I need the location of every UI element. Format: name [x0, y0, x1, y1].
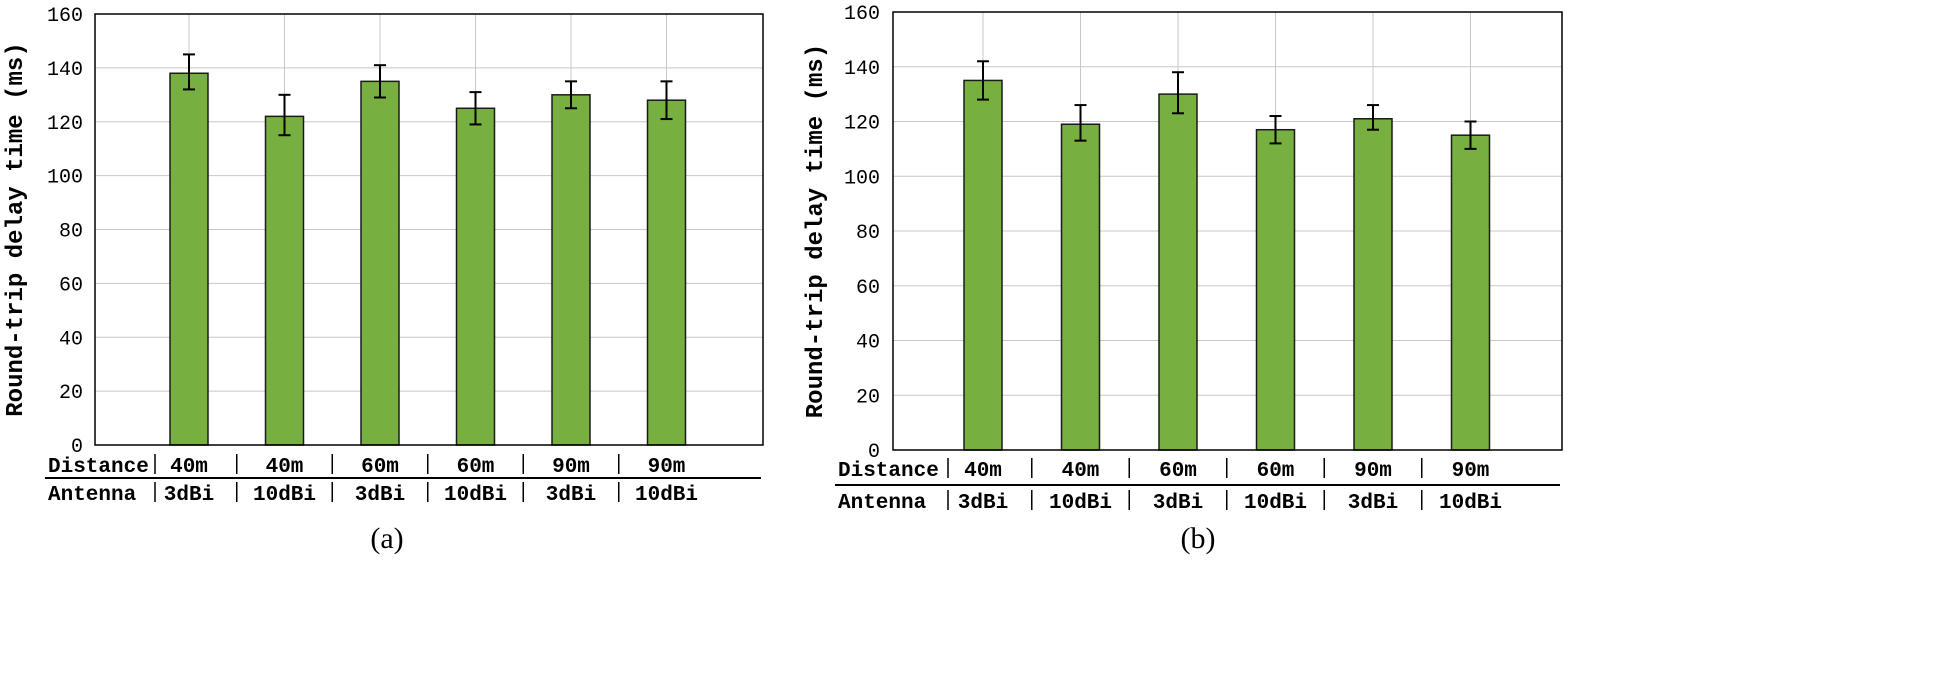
bar-90m-10dBi	[646, 99, 687, 446]
y-tick-label: 40	[59, 328, 83, 351]
bar-60m-10dBi	[455, 107, 496, 446]
y-tick-label: 160	[844, 3, 880, 26]
antenna-label: 3dBi	[1348, 492, 1398, 515]
bar-90m-3dBi	[551, 94, 591, 446]
row-label-distance: Distance	[838, 460, 939, 483]
antenna-label: 10dBi	[1049, 492, 1112, 515]
error-bar	[565, 80, 577, 110]
y-tick-label: 80	[856, 222, 880, 245]
bar-40m-3dBi	[963, 79, 1003, 451]
y-tick-label: 120	[47, 113, 83, 136]
distance-label: 60m	[361, 456, 399, 479]
antenna-label: 3dBi	[355, 484, 405, 507]
y-tick-label: 60	[856, 277, 880, 300]
error-bar	[660, 80, 673, 121]
distance-label: 40m	[964, 460, 1002, 483]
y-tick-label: 0	[71, 436, 83, 459]
antenna-label: 10dBi	[444, 484, 507, 507]
chart-panel-b: 0 20 40 60 80 100 120 140 160 Round-trip delay ti…	[803, 3, 1563, 555]
error-bar	[1367, 104, 1379, 131]
y-tick-label: 120	[844, 113, 880, 136]
error-bar	[469, 91, 482, 126]
error-bar	[374, 64, 386, 99]
antenna-label: 3dBi	[546, 484, 596, 507]
panel-caption: (a)	[370, 522, 403, 555]
bar-60m-3dBi	[360, 80, 400, 446]
bar-40m-10dBi	[264, 115, 305, 446]
antenna-label: 10dBi	[1439, 492, 1502, 515]
panel-caption: (b)	[1181, 522, 1216, 555]
bar-40m-10dBi	[1060, 123, 1101, 451]
row-label-antenna: Antenna	[48, 484, 137, 507]
distance-label: 40m	[170, 456, 208, 479]
bar-60m-3dBi	[1158, 93, 1198, 451]
y-tick-label: 160	[47, 5, 83, 28]
y-axis-label: Round-trip delay time (ms)	[803, 44, 830, 418]
antenna-label: 10dBi	[1244, 492, 1307, 515]
bar-90m-10dBi	[1450, 134, 1491, 451]
distance-label: 60m	[1159, 460, 1197, 483]
y-axis-label: Round-trip delay time (ms)	[3, 42, 30, 416]
error-bar	[1269, 115, 1282, 145]
distance-label: 40m	[266, 456, 304, 479]
antenna-label: 3dBi	[958, 492, 1008, 515]
chart-panel-a: 0 20 40 60 80 100 120 140 160 Round-trip delay ti…	[3, 5, 764, 555]
distance-label: 60m	[1257, 460, 1295, 483]
y-tick-label: 140	[844, 58, 880, 81]
bar-60m-10dBi	[1255, 128, 1296, 451]
distance-label: 90m	[1354, 460, 1392, 483]
y-tick-label: 20	[59, 382, 83, 405]
row-label-antenna: Antenna	[838, 492, 927, 515]
error-bar	[183, 53, 195, 91]
distance-label: 90m	[552, 456, 590, 479]
antenna-label: 3dBi	[164, 484, 214, 507]
distance-label: 90m	[648, 456, 686, 479]
y-tick-label: 80	[59, 221, 83, 244]
y-tick-label: 100	[47, 167, 83, 190]
y-tick-label: 0	[868, 441, 880, 464]
bar-90m-3dBi	[1353, 118, 1393, 451]
error-bar	[1172, 71, 1184, 115]
antenna-label: 3dBi	[1153, 492, 1203, 515]
plot-frame	[892, 11, 1563, 451]
bar-40m-3dBi	[169, 72, 209, 446]
row-label-distance: Distance	[48, 456, 149, 479]
y-tick-label: 60	[59, 274, 83, 297]
error-bar	[977, 60, 989, 101]
plot-frame	[94, 13, 764, 446]
distance-label: 60m	[457, 456, 495, 479]
y-tick-label: 40	[856, 332, 880, 355]
error-bar	[1074, 104, 1087, 142]
y-tick-label: 140	[47, 59, 83, 82]
antenna-label: 10dBi	[253, 484, 316, 507]
y-tick-label: 20	[856, 386, 880, 409]
y-tick-label: 100	[844, 167, 880, 190]
antenna-label: 10dBi	[635, 484, 698, 507]
error-bar	[1464, 120, 1477, 150]
error-bar	[278, 93, 291, 137]
distance-label: 40m	[1062, 460, 1100, 483]
distance-label: 90m	[1452, 460, 1490, 483]
